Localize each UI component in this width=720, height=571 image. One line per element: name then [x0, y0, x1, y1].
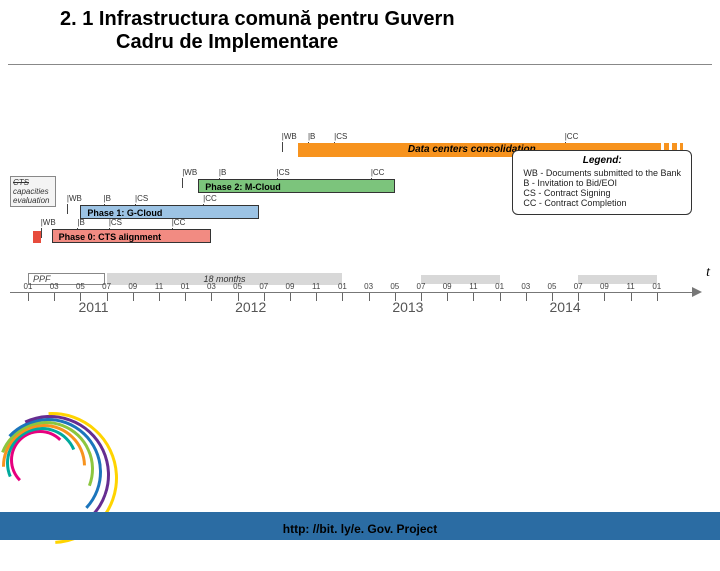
axis-tick-label: 01	[652, 282, 661, 291]
axis-tick	[133, 293, 134, 301]
milestone-marker: |CC	[172, 218, 186, 227]
slide-title: 2. 1 Infrastructura comună pentru Guvern…	[0, 0, 720, 60]
milestone-marker: |CS	[334, 132, 347, 141]
axis-arrow-icon	[692, 287, 702, 297]
axis-tick-label: 01	[338, 282, 347, 291]
milestone-marker: |CS	[277, 168, 290, 177]
legend-row: B - Invitation to Bid/EOI	[523, 178, 681, 188]
axis-variable-label: t	[706, 265, 710, 281]
phase1-bar: Phase 1: G-Cloud	[80, 205, 258, 219]
legend-title: Legend:	[523, 155, 681, 166]
axis-tick	[185, 293, 186, 301]
milestone-marker: |WB	[67, 194, 82, 203]
axis-tick-label: 03	[207, 282, 216, 291]
axis-tick-label: 07	[102, 282, 111, 291]
milestone-marker: |B	[77, 218, 84, 227]
axis-tick	[369, 293, 370, 301]
footer-link[interactable]: http: //bit. ly/e. Gov. Project	[283, 522, 437, 536]
axis-tick-label: 09	[286, 282, 295, 291]
axis-tick-label: 09	[443, 282, 452, 291]
axis-tick	[500, 293, 501, 301]
axis-year-label: 2011	[78, 299, 108, 315]
timeline-band	[500, 275, 579, 284]
axis-tick-label: 05	[233, 282, 242, 291]
axis-tick-label: 07	[574, 282, 583, 291]
axis-tick-label: 09	[128, 282, 137, 291]
axis-tick	[526, 293, 527, 301]
milestone-marker: |CS	[135, 194, 148, 203]
axis-tick-label: 11	[155, 282, 163, 291]
milestone-marker: |B	[219, 168, 226, 177]
axis-tick-label: 11	[469, 282, 477, 291]
milestone-marker: |CC	[203, 194, 217, 203]
axis-year-label: 2013	[392, 299, 423, 315]
timeline-band	[421, 275, 500, 284]
axis-tick-label: 05	[76, 282, 85, 291]
title-divider	[8, 64, 712, 65]
axis-tick-label: 07	[259, 282, 268, 291]
title-line-1: 2. 1 Infrastructura comună pentru Guvern	[60, 8, 680, 31]
axis-tick-label: 03	[50, 282, 59, 291]
legend-row: CS - Contract Signing	[523, 188, 681, 198]
axis-tick	[316, 293, 317, 301]
axis-tick-label: 01	[24, 282, 33, 291]
cts-evaluation-box: CTScapacitiesevaluation	[10, 176, 56, 207]
axis-tick	[473, 293, 474, 301]
axis-tick-label: 11	[626, 282, 634, 291]
timeline-band	[578, 275, 657, 284]
axis-tick-label: 03	[521, 282, 530, 291]
milestone-marker: |CC	[371, 168, 385, 177]
axis-tick	[28, 293, 29, 301]
gantt-chart: PPF18 months t 01 03 05 07 09 11 01 03 05 07 09 11 01 0…	[10, 125, 710, 325]
axis-tick	[604, 293, 605, 301]
phase0-bar: Phase 0: CTS alignment	[52, 229, 212, 243]
decorative-swirl	[0, 390, 150, 570]
duration-box: 18 months	[107, 273, 343, 285]
axis-tick	[290, 293, 291, 301]
milestone-marker: |CC	[565, 132, 579, 141]
axis-tick-label: 07	[417, 282, 426, 291]
axis-tick-label: 01	[181, 282, 190, 291]
axis-tick-label: 03	[364, 282, 373, 291]
axis-tick-label: 05	[390, 282, 399, 291]
legend-row: WB - Documents submitted to the Bank	[523, 168, 681, 178]
legend-box: Legend: WB - Documents submitted to the B…	[512, 150, 692, 215]
ppf-box: PPF	[28, 273, 105, 285]
axis-tick	[631, 293, 632, 301]
axis-tick	[211, 293, 212, 301]
axis-year-label: 2014	[550, 299, 581, 315]
phase2-bar: Phase 2: M-Cloud	[198, 179, 395, 193]
axis-tick-label: 05	[548, 282, 557, 291]
axis-tick	[342, 293, 343, 301]
milestone-marker: |WB	[182, 168, 197, 177]
axis-year-label: 2012	[235, 299, 266, 315]
title-line-2: Cadru de Implementare	[60, 31, 680, 54]
axis-tick-label: 09	[600, 282, 609, 291]
timeline-band	[342, 275, 421, 284]
milestone-marker: |B	[104, 194, 111, 203]
milestone-marker: |B	[308, 132, 315, 141]
milestone-marker: |WB	[282, 132, 297, 141]
axis-tick	[657, 293, 658, 301]
axis-tick	[159, 293, 160, 301]
axis-tick-label: 01	[495, 282, 504, 291]
axis-tick-label: 11	[312, 282, 320, 291]
milestone-marker: |WB	[41, 218, 56, 227]
axis-tick	[54, 293, 55, 301]
legend-row: CC - Contract Completion	[523, 198, 681, 208]
axis-tick	[447, 293, 448, 301]
time-axis	[10, 292, 692, 293]
